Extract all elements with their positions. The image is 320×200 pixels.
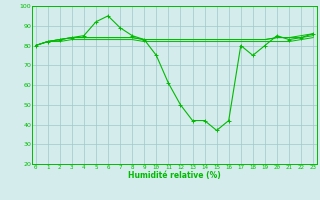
X-axis label: Humidité relative (%): Humidité relative (%): [128, 171, 221, 180]
